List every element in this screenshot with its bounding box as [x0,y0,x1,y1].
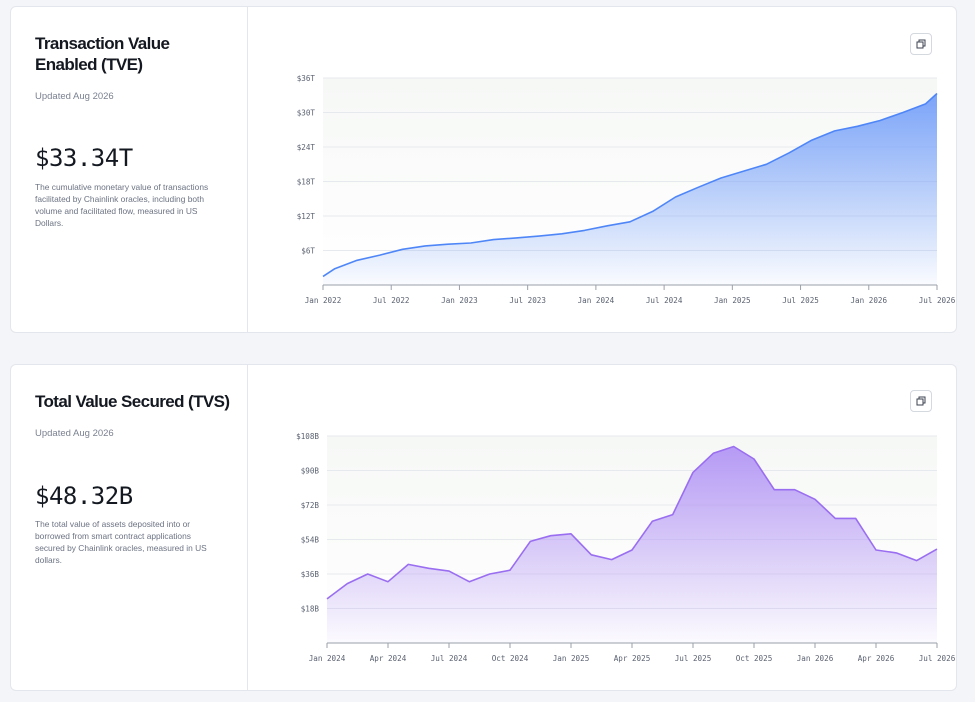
tvs-y-tick-label: $90B [301,467,320,476]
copy-icon [916,39,926,49]
tvs-x-tick-label: Jul 2024 [431,654,468,663]
tvs-card: Total Value Secured (TVS) Updated Aug 20… [10,364,957,691]
tvs-x-tick-label: Jul 2026 [919,654,956,663]
tve-chart: $6T $12T $18T $24T $30T $36T Jan 2022 Jul 2022 J… [297,74,956,305]
tvs-x-tick-label: Oct 2025 [736,654,773,663]
tvs-x-tick-label: Jul 2025 [675,654,712,663]
tvs-x-tick-label: Apr 2025 [614,654,651,663]
tve-y-tick-label: $36T [297,74,316,83]
tvs-x-tick-label: Jan 2025 [553,654,590,663]
tve-x-tick-label: Jul 2023 [509,296,546,305]
copy-icon [916,396,926,406]
tvs-y-tick-label: $36B [301,570,320,579]
tve-x-tick-label: Jan 2023 [441,296,478,305]
tvs-description: The total value of assets deposited into… [35,519,207,565]
tve-x-tick-label: Jan 2024 [578,296,615,305]
tve-series-area [323,93,937,285]
tvs-chart: $18B $36B $54B $72B $90B $108B Jan 2024 Apr 202… [296,432,956,663]
tvs-y-tick-label: $108B [296,432,319,441]
tve-x-tick-label: Jul 2025 [782,296,819,305]
tvs-x-tick-label: Jan 2024 [309,654,346,663]
tve-title: Transaction Value Enabled (TVE) [35,34,170,74]
tve-card: Transaction Value Enabled (TVE) Updated … [10,6,957,333]
tvs-x-tick-label: Jan 2026 [797,654,834,663]
tvs-x-tick-label: Oct 2024 [492,654,529,663]
tvs-copy-button[interactable] [910,390,932,412]
tve-y-tick-label: $30T [297,109,316,118]
tve-copy-button[interactable] [910,33,932,55]
tve-summary-panel: Transaction Value Enabled (TVE) Updated … [11,7,248,332]
tve-y-tick-label: $24T [297,143,316,152]
tvs-y-tick-label: $72B [301,501,320,510]
tve-x-tick-label: Jul 2022 [373,296,410,305]
tvs-summary-panel: Total Value Secured (TVS) Updated Aug 20… [11,365,248,690]
tvs-x-tick-label: Apr 2026 [858,654,895,663]
tvs-x-tick-label: Apr 2024 [370,654,407,663]
tvs-updated-date: Updated Aug 2026 [35,428,114,439]
tve-updated-date: Updated Aug 2026 [35,91,114,102]
tvs-title: Total Value Secured (TVS) [35,392,230,411]
tve-value: $33.34T [35,144,133,172]
tvs-y-tick-label: $54B [301,536,320,545]
tve-description: The cumulative monetary value of transac… [35,182,209,228]
tve-x-tick-label: Jul 2026 [919,296,956,305]
tve-x-tick-label: Jan 2026 [850,296,887,305]
tvs-y-tick-label: $18B [301,605,320,614]
tve-y-tick-label: $12T [297,212,316,221]
tve-x-tick-label: Jul 2024 [646,296,683,305]
tve-y-tick-label: $6T [301,247,315,256]
tvs-series-area [327,446,937,643]
tvs-value: $48.32B [35,482,133,510]
tve-x-tick-label: Jan 2022 [305,296,342,305]
tve-x-tick-label: Jan 2025 [714,296,751,305]
tve-y-tick-label: $18T [297,178,316,187]
